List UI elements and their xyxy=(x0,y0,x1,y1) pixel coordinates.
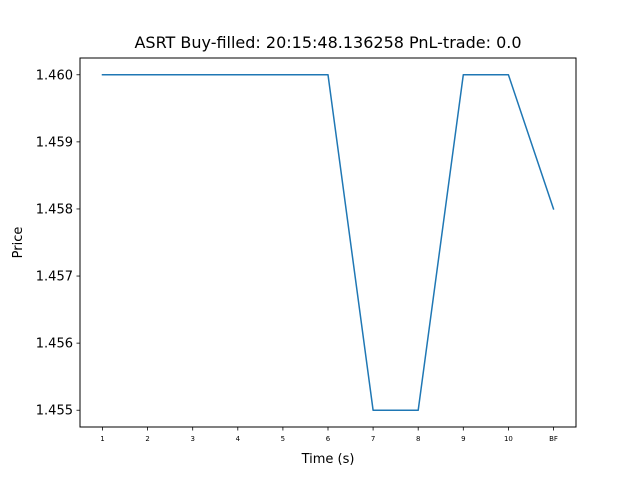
x-tick-label: 8 xyxy=(416,435,420,443)
x-axis: 1 2 3 4 5 6 7 8 9 10 BF xyxy=(100,427,558,443)
x-axis-label: Time (s) xyxy=(301,452,355,467)
y-tick-label: 1.459 xyxy=(36,135,73,150)
y-axis: 1.455 1.456 1.457 1.458 1.459 1.460 xyxy=(36,68,80,419)
x-tick-label: 5 xyxy=(281,435,285,443)
plot-frame xyxy=(79,57,577,428)
x-tick-label: 4 xyxy=(236,435,241,443)
x-tick-label: 7 xyxy=(371,435,375,443)
y-axis-label: Price xyxy=(11,227,26,259)
x-tick-label: 10 xyxy=(504,435,513,443)
x-tick-label: 6 xyxy=(326,435,331,443)
y-tick-label: 1.455 xyxy=(36,404,73,419)
plot-area xyxy=(80,58,576,427)
x-tick-label: 3 xyxy=(190,435,194,443)
x-tick-label: 2 xyxy=(145,435,149,443)
chart-title: ASRT Buy-filled: 20:15:48.136258 PnL-tra… xyxy=(134,33,521,52)
x-tick-label: 9 xyxy=(461,435,465,443)
y-tick-label: 1.458 xyxy=(36,202,73,217)
x-tick-label: BF xyxy=(549,435,558,443)
y-tick-label: 1.457 xyxy=(36,270,73,285)
y-tick-label: 1.456 xyxy=(36,337,73,352)
y-tick-label: 1.460 xyxy=(36,68,73,83)
series-layer xyxy=(101,74,555,411)
x-tick-label: 1 xyxy=(100,435,104,443)
